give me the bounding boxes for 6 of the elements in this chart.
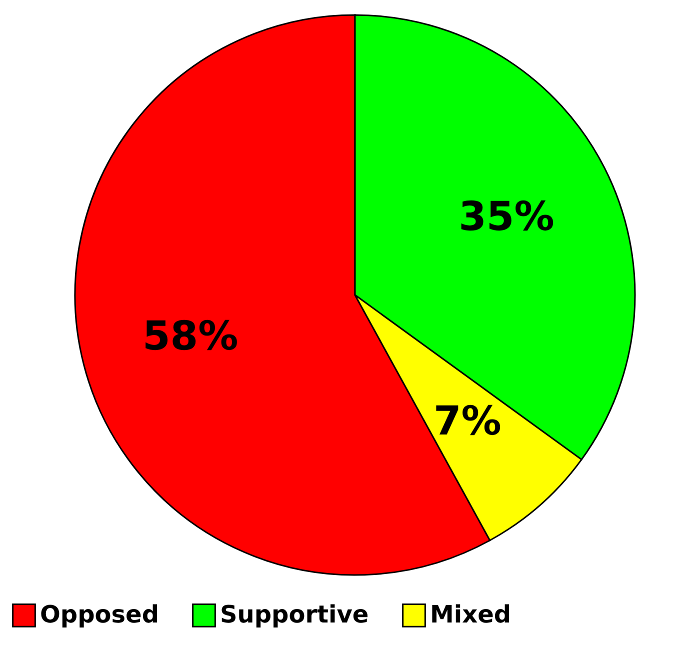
data-label: 35% xyxy=(458,194,554,240)
legend-label: Supportive xyxy=(220,600,369,628)
data-label: 7% xyxy=(433,398,502,445)
data-label: 58% xyxy=(142,313,238,360)
legend-label: Opposed xyxy=(40,600,159,628)
legend-label: Mixed xyxy=(430,600,512,628)
